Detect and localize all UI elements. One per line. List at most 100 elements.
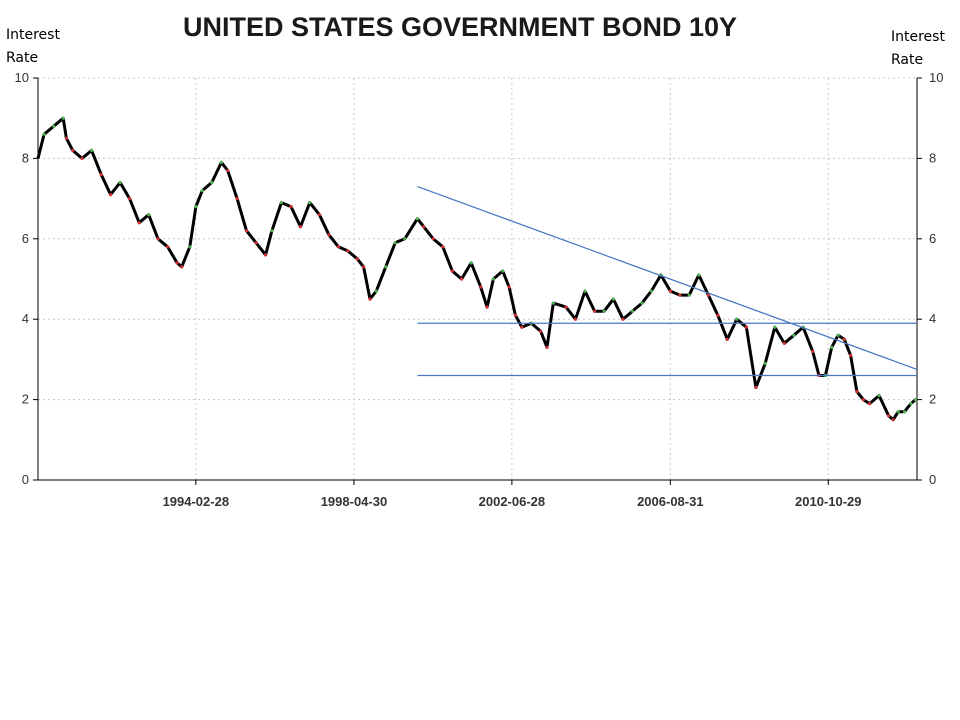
price-point	[902, 410, 907, 414]
price-point	[264, 253, 268, 257]
x-tick-label: 1994-02-28	[163, 494, 230, 509]
price-point	[219, 160, 223, 164]
price-point	[913, 398, 918, 402]
trend-lines	[417, 185, 918, 377]
price-point	[441, 245, 445, 249]
price-point	[460, 277, 464, 281]
price-point	[491, 277, 495, 281]
x-ticks: 1994-02-28 1998-04-30 2002-06-28 2006-08-31…	[163, 480, 862, 509]
y-axis-label-left-line2: Rate	[6, 50, 38, 66]
price-point	[368, 297, 372, 301]
price-point	[593, 309, 597, 313]
price-point	[244, 229, 249, 233]
price-point	[545, 345, 549, 349]
price-point	[64, 136, 68, 140]
price-point	[118, 180, 122, 185]
price-point	[90, 148, 94, 152]
price-point	[336, 245, 340, 249]
price-point	[210, 180, 214, 185]
price-point	[450, 269, 454, 273]
y-tick-label-left: 0	[22, 472, 29, 487]
price-point	[374, 289, 378, 293]
price-point	[706, 293, 711, 297]
price-point	[539, 329, 543, 333]
x-tick-label: 2002-06-28	[479, 494, 546, 509]
price-point	[226, 168, 230, 173]
price-point	[279, 201, 283, 205]
price-point	[725, 337, 729, 341]
price-point	[678, 293, 682, 297]
price-point	[61, 116, 65, 120]
price-point	[909, 402, 913, 406]
price-point	[235, 197, 239, 201]
price-point	[551, 301, 555, 305]
price-point	[384, 265, 388, 269]
price-point	[52, 124, 56, 128]
price-point	[137, 221, 141, 225]
price-point	[792, 333, 796, 337]
price-point	[697, 273, 701, 277]
price-point	[649, 289, 653, 293]
price-point	[327, 233, 331, 237]
price-point	[630, 309, 635, 313]
price-point	[773, 325, 777, 329]
price-point	[270, 229, 274, 233]
price-point	[188, 245, 192, 249]
price-point	[403, 237, 407, 241]
price-point	[346, 249, 350, 253]
price-point	[200, 189, 204, 193]
y-axis-label-left-line1: Interest	[6, 27, 60, 43]
price-point	[289, 205, 293, 209]
price-point	[128, 197, 132, 201]
price-point	[485, 305, 489, 309]
y-tick-label-right: 10	[929, 70, 943, 85]
price-point	[744, 325, 749, 329]
y-tick-label-left: 8	[22, 150, 29, 165]
price-point	[849, 353, 853, 357]
price-point	[355, 257, 359, 261]
price-point	[687, 293, 691, 297]
price-point	[175, 261, 179, 265]
downtrend-line	[417, 185, 918, 371]
axes	[37, 78, 918, 481]
price-point	[469, 261, 473, 265]
price-point	[71, 148, 75, 152]
price-point	[194, 205, 198, 209]
price-line	[36, 116, 917, 422]
price-point	[621, 317, 625, 321]
y-tick-label-right: 2	[929, 392, 936, 407]
y-ticks: 0 0 2 2 4 4 6 6 8 8 10 10	[15, 70, 944, 487]
price-point	[99, 172, 103, 177]
chart-title: UNITED STATES GOVERNMENT BOND 10Y	[183, 12, 737, 42]
price-point	[308, 201, 312, 205]
price-point	[156, 237, 160, 241]
price-point	[877, 394, 881, 398]
price-point	[80, 156, 84, 160]
price-point	[42, 132, 46, 136]
price-point	[393, 241, 397, 245]
price-point	[842, 337, 846, 341]
price-point	[180, 265, 184, 269]
price-point	[254, 241, 258, 245]
price-point	[479, 285, 483, 289]
price-point	[891, 418, 895, 422]
price-point	[147, 213, 151, 217]
price-point	[583, 289, 587, 293]
y-tick-label-right: 0	[929, 472, 936, 487]
price-point	[520, 325, 524, 329]
price-point	[830, 345, 834, 349]
price-point	[640, 301, 644, 305]
price-point	[754, 385, 758, 390]
price-point	[735, 317, 739, 321]
price-point	[564, 305, 568, 309]
y-axis-label-right-line1: Interest	[891, 29, 945, 45]
price-point	[431, 237, 435, 241]
x-tick-label: 1998-04-30	[321, 494, 388, 509]
price-point	[422, 225, 426, 229]
price-point	[896, 410, 900, 414]
price-point	[868, 402, 872, 406]
y-tick-label-right: 8	[929, 150, 936, 165]
y-tick-label-right: 4	[929, 311, 936, 326]
price-point	[668, 289, 673, 293]
